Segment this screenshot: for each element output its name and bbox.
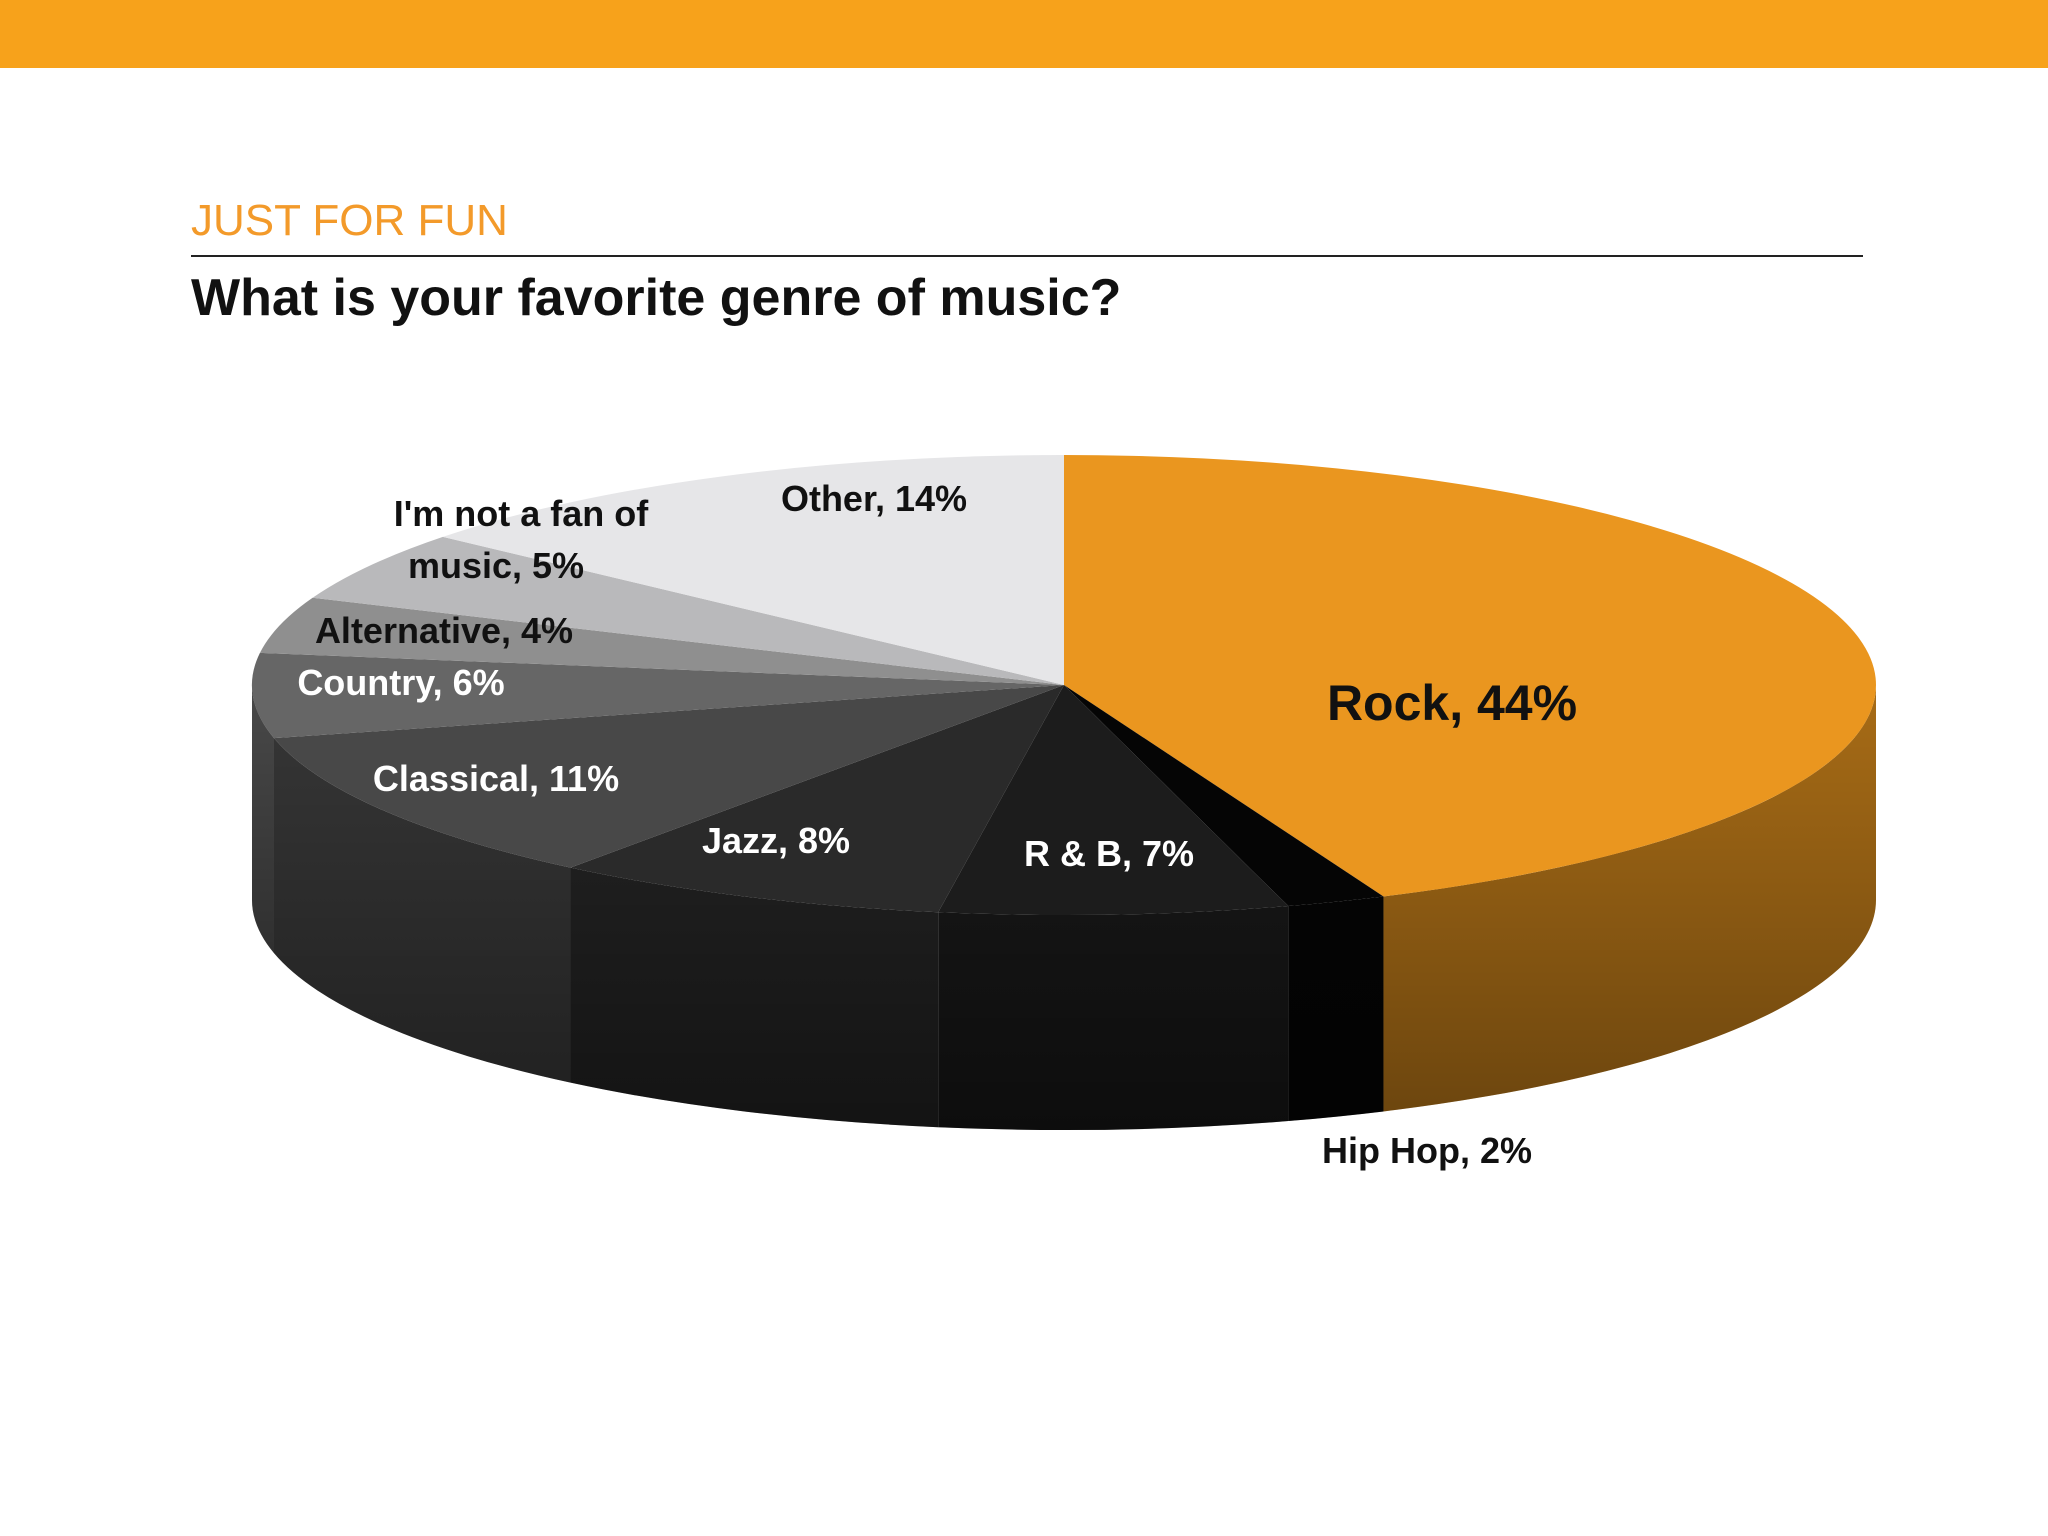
pie-side-shade-hip-hop [1288,896,1384,1122]
pie-slice-rock [1064,455,1876,897]
pie-side-shade-classical [273,738,571,1083]
slice-label-country: Country, 6% [297,662,504,703]
pie-labels: Rock, 44% Hip Hop, 2% R & B, 7% Jazz, 8% Cla… [297,478,1577,1171]
slice-label-classical: Classical, 11% [373,758,619,799]
slice-label-hip-hop: Hip Hop, 2% [1322,1130,1532,1171]
top-accent-band [0,0,2048,68]
pie-sides [252,685,1876,1130]
pie-slice-jazz [570,685,1064,913]
pie-slice-hip-hop [1064,685,1384,907]
pie-slice-r-b [938,685,1289,915]
pie-side-shade-country [252,685,274,954]
pie-side-shade-jazz [570,867,939,1128]
pie-tops [251,454,1876,915]
slice-label-jazz: Jazz, 8% [702,820,850,861]
slice-label-r-b: R & B, 7% [1024,833,1194,874]
chart-title: What is your favorite genre of music? [191,269,1122,327]
header-rule [191,255,1863,257]
slice-label-other: Other, 14% [781,478,967,519]
slice-label-rock: Rock, 44% [1327,675,1577,731]
pie-slice-other [442,454,1065,685]
pie-slice-country [251,652,1064,739]
slice-label-alternative: Alternative, 4% [315,610,573,651]
pie-slice-alternative [259,597,1065,685]
pie-side-shade-r-b [938,906,1289,1130]
pie-side-shade-rock [1383,685,1876,1112]
pie-slice-classical [273,685,1064,868]
slice-label-i-m-not-a-fan-of-music: I'm not a fan of music, 5% [394,493,650,586]
pie-slice-i-m-not-a-fan-of-music [312,536,1064,685]
section-kicker: JUST FOR FUN [191,196,508,245]
